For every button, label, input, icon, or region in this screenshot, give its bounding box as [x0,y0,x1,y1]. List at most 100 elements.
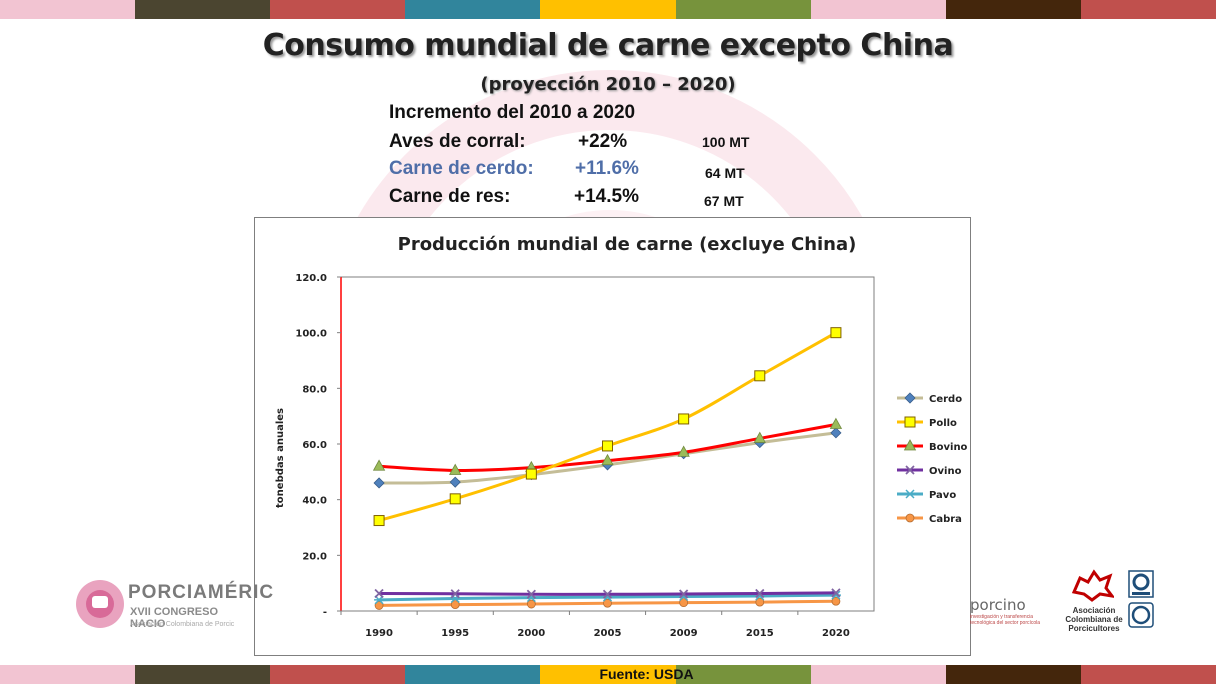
data-point-bovino [829,417,843,429]
y-tick-label: 120.0 [295,273,327,284]
chart-title: Producción mundial de carne (excluye Chi… [398,234,857,255]
row-poultry-value: +22% [578,131,628,152]
row-pork-value: +11.6% [575,158,639,179]
data-point-ovino [450,589,460,599]
x-tick-label: 1995 [441,628,469,639]
poultry-mt: 100 MT [702,134,750,150]
legend-marker-cerdo [904,392,916,404]
stripe-segment [135,665,271,684]
data-point-bovino [372,459,386,471]
data-point-pollo [449,493,461,505]
stripe-segment [540,665,676,684]
source-label: Fuente: USDA [599,666,694,682]
stripe-segment [135,0,271,19]
stripe-segment [810,0,946,19]
data-point-cabra [831,596,841,606]
data-point-ovino [831,588,841,598]
stripe-segment [540,0,676,19]
data-point-bovino [677,445,690,457]
stripe-segment [270,0,406,19]
asociacion-name: Asociación Colombiana de Porcicultores [1065,606,1123,633]
data-point-bovino [449,463,462,475]
legend-label-cabra: Cabra [929,514,962,525]
x-tick-label: 2005 [594,628,622,639]
asociacion-logo: Asociación Colombiana de Porcicultores [1052,568,1132,634]
legend-label-ovino: Ovino [929,466,962,477]
row-beef: Carne de res: +14.5% [389,186,639,208]
data-point-cabra [450,600,460,609]
data-point-ovino [755,588,765,599]
data-point-cabra [755,597,765,607]
y-tick-label: - [323,607,327,618]
x-tick-label: 1990 [365,628,393,639]
pig-silhouette-icon [1071,569,1114,602]
stripe-segment [405,665,541,684]
stripe-segment [675,0,811,19]
legend-label-pavo: Pavo [929,490,956,501]
stripe-segment [270,665,406,684]
porcino-tagline: investigación y transferencia tecnológic… [970,614,1041,626]
increment-heading: Incremento del 2010 a 2020 [389,102,636,123]
y-tick-label: 60.0 [302,440,327,451]
data-point-pollo [678,413,690,425]
y-axis-label: tonebdas anuales [275,408,286,508]
x-tick-label: 2009 [670,628,698,639]
stripe-segment [405,0,541,19]
y-tick-label: 100.0 [295,329,327,340]
porcino-logo: porcino investigación y transferencia te… [970,596,1050,636]
data-point-pollo [754,370,766,382]
stripe-segment [945,0,1081,19]
porciamerica-org: Asociación Colombiana de Porcic [130,621,235,628]
legend-label-cerdo: Cerdo [929,394,962,405]
x-tick-label: 2020 [822,628,850,639]
data-point-pollo [830,327,842,339]
data-point-cabra [603,598,612,608]
data-point-ovino [526,589,536,599]
data-point-cabra [679,598,689,608]
stripe-segment [945,665,1081,684]
data-point-pollo [373,515,385,527]
porcino-name: porcino [970,596,1026,614]
porciamerica-event: XVII CONGRESO NACIO [130,606,219,630]
data-point-cerdo [449,476,461,488]
legend-marker-pavo [905,489,915,499]
data-point-bovino [601,453,614,466]
stripe-segment [0,665,136,684]
legend-marker-pollo [904,416,916,428]
data-point-cabra [374,601,384,610]
row-pork: Carne de cerdo: +11.6% [389,158,639,180]
stripe-segment [1080,665,1216,684]
data-point-cabra [526,599,536,609]
data-point-ovino [602,589,613,599]
porciamerica-logo: PORCIAMÉRIC XVII CONGRESO NACIO Asociaci… [70,574,273,634]
legend-marker-bovino [903,439,917,451]
data-point-ovino [374,588,384,599]
meat-production-chart: Producción mundial de carne (excluye Chi… [275,234,968,639]
row-pork-label: Carne de cerdo: [389,158,534,179]
data-point-cerdo [830,427,842,439]
y-tick-label: 80.0 [302,384,327,395]
chart-frame: Producción mundial de carne (excluye Chi… [254,217,971,656]
bottom-color-stripe [0,665,1216,684]
stripe-segment [1080,0,1216,19]
x-tick-label: 2015 [746,628,774,639]
data-point-pollo [525,468,537,480]
porciamerica-icon [76,580,124,628]
stripe-segment [810,665,946,684]
stripe-segment [0,0,136,19]
row-beef-value: +14.5% [574,186,639,207]
legend-label-pollo: Pollo [929,418,957,429]
legend-label-bovino: Bovino [929,442,968,453]
legend-marker-ovino [905,465,915,475]
slide-subtitle: (proyección 2010 – 2020) [480,74,736,95]
y-tick-label: 20.0 [302,551,327,562]
beef-mt: 67 MT [704,193,744,209]
porciamerica-name: PORCIAMÉRIC [128,582,275,603]
top-color-stripe [0,0,1216,19]
series-line-pollo [378,331,837,522]
data-point-ovino [679,589,689,599]
x-tick-label: 2000 [517,628,545,639]
row-poultry: Aves de corral: +22% [389,131,627,153]
y-tick-label: 40.0 [302,496,327,507]
data-point-pollo [602,440,613,452]
